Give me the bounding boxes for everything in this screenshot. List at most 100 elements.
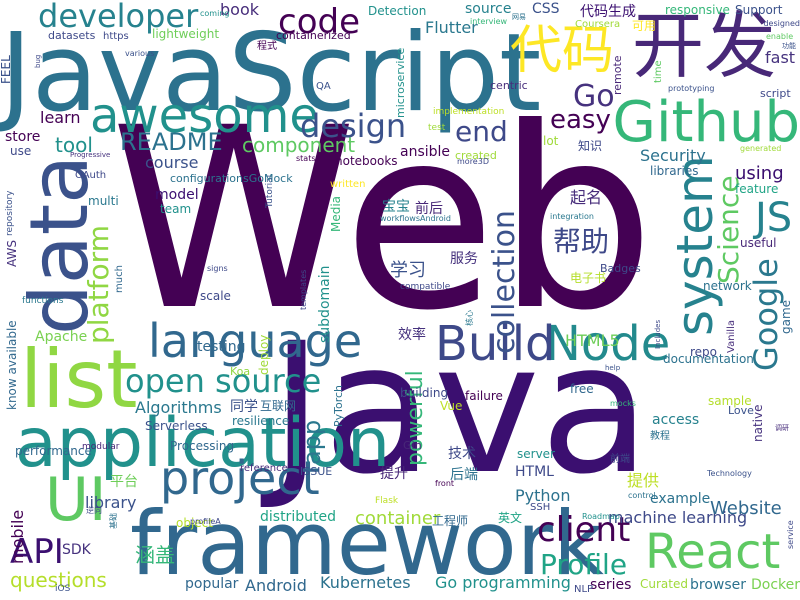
cloud-word: Website [710,498,782,519]
cloud-word: easy [550,105,611,135]
cloud-word: Badges [600,262,641,275]
cloud-word: generated [740,144,782,153]
cloud-word: using [735,163,784,184]
cloud-word: failure [465,389,503,403]
cloud-word: feature [735,182,779,196]
cloud-word: Flutter [425,18,478,37]
cloud-word: mobile [8,509,27,564]
cloud-word: developer [38,0,199,35]
cloud-word: course [145,153,199,172]
cloud-word: documentation [663,352,754,366]
cloud-word: performance [15,444,92,458]
cloud-word: container [355,508,441,529]
cloud-word: 同学 [230,399,258,415]
cloud-word: language [148,314,363,368]
cloud-word: created [455,149,497,162]
cloud-word: enable [766,32,794,41]
cloud-word: libraries [650,164,699,178]
cloud-word: 后端 [450,467,478,483]
cloud-word: Coursera [575,19,621,30]
cloud-word: more3D [457,157,489,166]
cloud-word: Python [515,486,571,505]
cloud-word: help [605,364,621,372]
cloud-word: 效率 [398,327,426,343]
cloud-word: building [400,386,449,400]
cloud-word: Web [110,74,656,365]
cloud-word: 网易 [512,13,526,21]
cloud-word: deploy [257,334,271,375]
cloud-word: Docker [750,577,800,593]
cloud-word: library [85,493,137,512]
cloud-word: NLP [574,584,594,595]
cloud-word: 互联网 [260,399,297,413]
cloud-word: 宝宝 [382,199,410,215]
cloud-word: Processing [170,439,235,453]
cloud-word: 逆向 [86,506,102,515]
cloud-word: control [628,491,656,500]
cloud-word: UI [45,465,107,535]
cloud-word: JavaScript [0,11,542,136]
cloud-word: 提供 [627,471,660,490]
cloud-word: browser [690,577,747,593]
cloud-word: know available [5,320,19,410]
cloud-word: README [120,128,223,156]
cloud-word: AWS [5,239,19,267]
cloud-word: 基础 [109,513,118,529]
cloud-word: written [330,179,366,190]
cloud-word: 教程 [650,431,670,442]
cloud-word: code [278,2,360,42]
cloud-word: server [517,447,555,461]
cloud-word: open source [125,362,322,400]
cloud-word: team [160,202,192,216]
cloud-word: Profile [540,548,628,581]
cloud-word: Github [612,90,800,155]
cloud-word: workflowsAndroid [380,214,451,223]
cloud-word: sample [708,394,752,408]
cloud-word: project [160,451,320,505]
cloud-word: Kubernetes [320,573,411,592]
cloud-word: service [786,520,795,549]
cloud-word: awesome [90,88,319,144]
cloud-word: 代码生成 [580,4,636,20]
cloud-word: Build [435,316,556,372]
cloud-word: fast [765,48,796,67]
cloud-word: https [103,31,129,42]
cloud-word: object [176,516,213,530]
cloud-word: centric [490,79,528,92]
cloud-word: compatible [400,282,451,292]
cloud-word: notebooks [335,154,398,168]
cloud-word: component [242,133,356,157]
cloud-word: microservice [394,47,407,118]
cloud-word: HTML5 [565,331,620,350]
cloud-word: much [114,265,125,293]
cloud-word: use [10,144,32,158]
cloud-word: Algorithms [135,398,222,417]
cloud-word: framework [130,492,604,595]
cloud-word: application [15,404,391,483]
cloud-word: API [10,532,64,572]
cloud-word: Security [640,146,706,165]
cloud-word: distributed [260,509,336,525]
cloud-word: useful [740,236,777,250]
cloud-word: end [455,115,508,148]
cloud-word: network [703,279,752,293]
cloud-word: test [428,123,446,133]
cloud-word: repo [690,345,718,359]
cloud-word: Roadmap [582,512,620,521]
cloud-word: app [298,419,326,465]
cloud-word: scale [200,289,231,303]
cloud-word: 程式 [257,41,277,52]
cloud-word: modular [82,442,120,452]
cloud-word: containerized [276,29,351,42]
cloud-word: machine learning [608,508,748,527]
cloud-word: platform [82,225,115,344]
cloud-word: designed [763,19,800,28]
cloud-word: Media [329,195,343,232]
cloud-word: remote [611,55,624,95]
cloud-word: datasets [48,29,96,42]
cloud-word: Technology [707,469,752,478]
cloud-word: series [590,577,632,593]
cloud-word: CSS [532,1,560,17]
cloud-word: tool [55,133,93,157]
cloud-word: stats [296,154,316,163]
